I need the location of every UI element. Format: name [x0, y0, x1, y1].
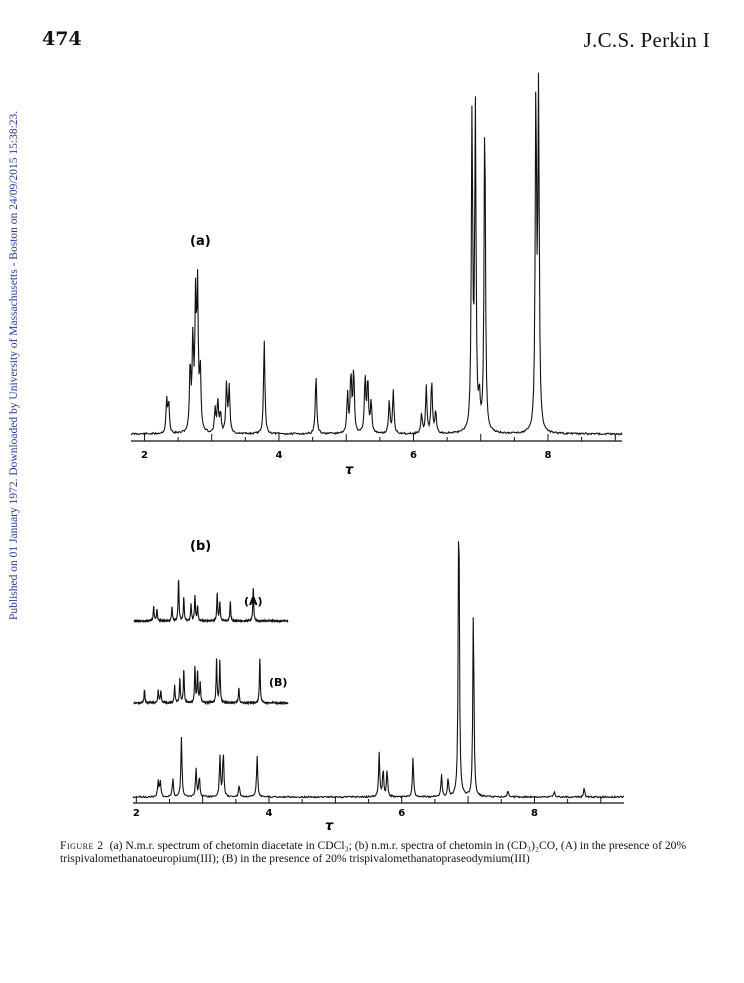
axis-tick-label: 6 [410, 450, 417, 461]
spectrum-trace [132, 541, 625, 799]
trace-A-label: (A) [244, 595, 263, 608]
spectrum-trace [133, 580, 289, 624]
spectrum-b [132, 541, 625, 799]
axis-tick-label: 4 [275, 450, 282, 461]
axis-b: 2 4 6 8 [133, 796, 624, 819]
figure-caption: Figure 2 (a) N.m.r. spectrum of chetomin … [60, 839, 700, 865]
axis-tick-label: 8 [545, 450, 552, 461]
axis-b-tau-label: τ [325, 819, 334, 834]
spectrum-b-trace-A [133, 580, 289, 624]
axis-a: 2 4 6 8 [131, 434, 622, 461]
journal-title: J.C.S. Perkin I [583, 28, 710, 52]
caption-label: Figure 2 [60, 839, 104, 852]
panel-a-label: (a) [190, 234, 211, 249]
panel-b-label: (b) [190, 539, 211, 554]
caption-text: (a) N.m.r. spectrum of chetomin diacetat… [60, 839, 687, 865]
spectrum-trace [130, 72, 623, 436]
page-number: 474 [42, 28, 82, 50]
axis-tick-label: 2 [141, 450, 148, 461]
axis-tick-label: 4 [266, 808, 273, 819]
axis-a-tau-label: τ [345, 463, 354, 478]
trace-B-label: (B) [269, 676, 287, 689]
spectrum-a [130, 72, 623, 436]
axis-tick-label: 8 [531, 808, 538, 819]
spectrum-trace [133, 658, 289, 706]
spectrum-b-trace-B [133, 658, 289, 706]
axis-tick-label: 6 [398, 808, 405, 819]
axis-tick-label: 2 [133, 808, 140, 819]
